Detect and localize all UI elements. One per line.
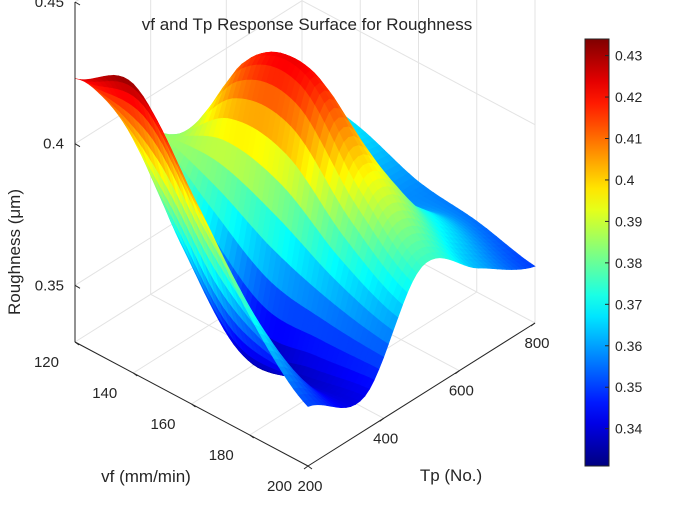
x-tick-mark (303, 465, 309, 470)
x-tick-label: 400 (373, 430, 398, 447)
y-tick-label: 160 (150, 416, 175, 433)
y-tick-label: 120 (34, 354, 59, 371)
z-tick-label: 0.45 (35, 0, 64, 11)
y-tick-mark (191, 403, 196, 408)
x-tick-mark (530, 322, 536, 327)
z-tick-label: 0.4 (43, 136, 64, 153)
wall-grid-line (74, 0, 80, 3)
colorbar-tick-label: 0.38 (615, 255, 642, 271)
z-axis-label: Roughness (μm) (5, 189, 24, 315)
x-tick-label: 600 (449, 383, 474, 400)
colorbar-tick-label: 0.42 (615, 89, 642, 105)
z-tick-mark (74, 284, 81, 289)
y-axis-label: vf (mm/min) (101, 467, 191, 486)
wall-grid-line (301, 0, 536, 126)
colorbar-tick-label: 0.36 (615, 338, 642, 354)
surface-patch (302, 399, 314, 407)
x-tick-mark (379, 417, 384, 422)
x-tick-label: 200 (297, 478, 322, 495)
x-tick-label: 800 (524, 335, 549, 352)
tick-labels: 200 400 600 800 120 140 160 180 200 0.35 0.4 0.45 (34, 0, 550, 495)
y-tick-label: 180 (209, 447, 234, 464)
y-tick-label: 140 (92, 385, 117, 402)
z-tick-mark (74, 1, 81, 6)
y-tick-label: 200 (267, 478, 292, 495)
y-tick-mark (74, 341, 80, 346)
y-tick-mark (132, 372, 138, 377)
y-tick-mark (249, 434, 255, 439)
colorbar-tick-label: 0.35 (615, 379, 642, 395)
colorbar-tick-label: 0.34 (615, 421, 642, 437)
wall-grid-line (74, 0, 303, 145)
colorbar-tick-label: 0.37 (615, 296, 642, 312)
z-tick-mark (74, 143, 81, 148)
box-edge (74, 0, 80, 3)
z-tick-label: 0.35 (35, 277, 64, 294)
colorbar-tick-label: 0.4 (615, 172, 635, 188)
x-axis-line (307, 322, 536, 467)
x-tick-mark (455, 370, 460, 375)
response-surface (74, 51, 536, 409)
x-axis-label: Tp (No.) (420, 466, 482, 485)
colorbar-tick-label: 0.39 (615, 213, 642, 229)
colorbar-tick-label: 0.41 (615, 130, 642, 146)
colorbar-gradient (584, 38, 610, 467)
colorbar: 0.34 0.35 0.36 0.37 0.38 0.39 0.4 0.41 0.42 0.43 (584, 38, 642, 467)
y-tick-mark (307, 465, 313, 470)
colorbar-tick-label: 0.43 (615, 48, 642, 64)
chart-title: vf and Tp Response Surface for Roughness (142, 15, 472, 34)
